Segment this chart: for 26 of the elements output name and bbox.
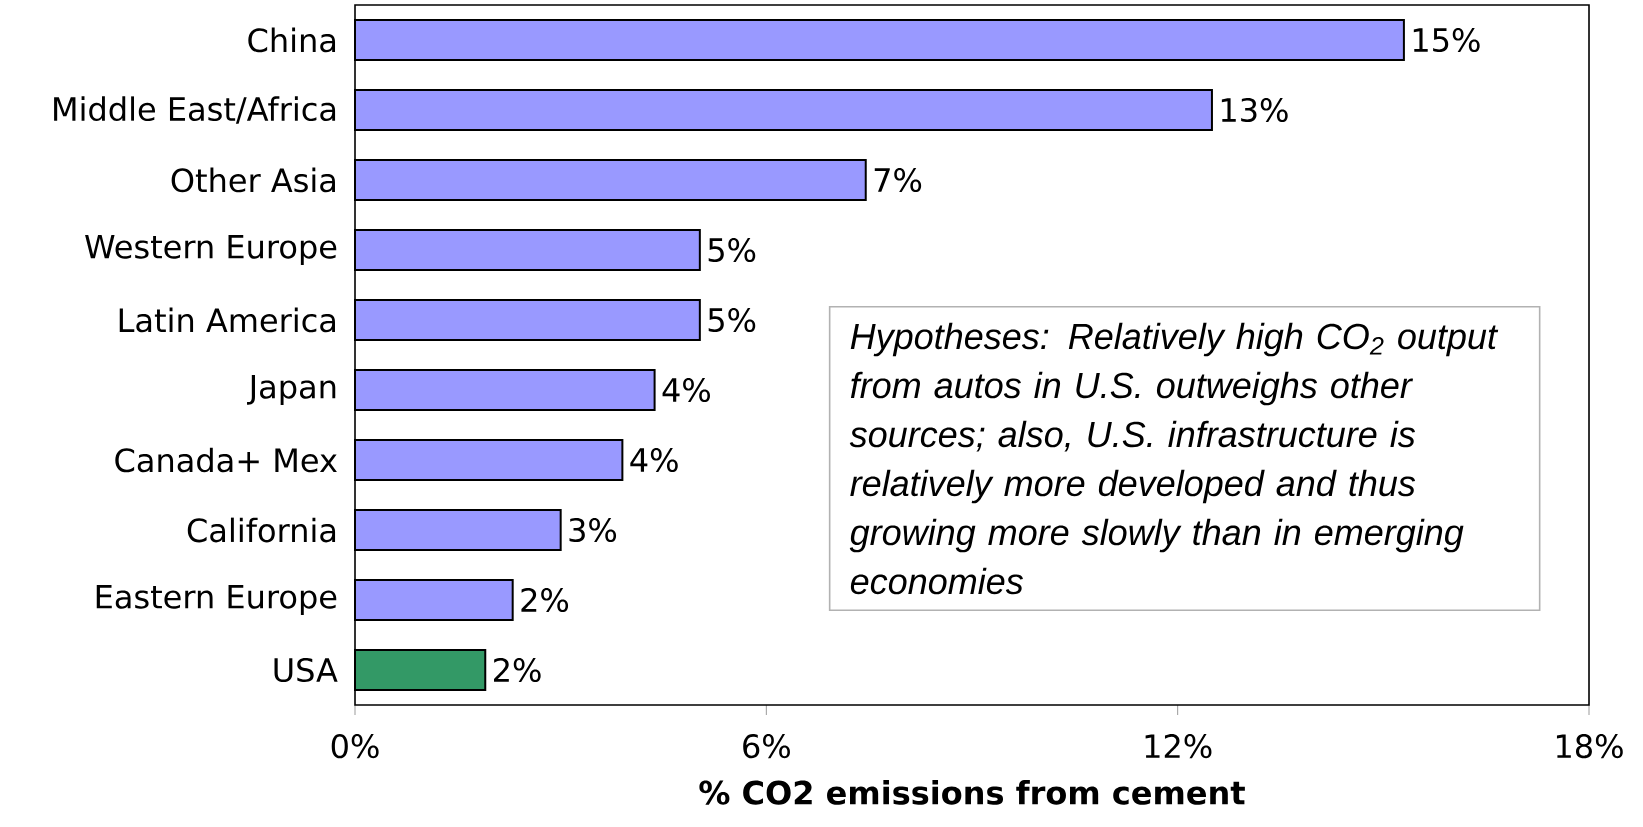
x-tick-label: 12% bbox=[1145, 734, 1212, 759]
y-tick-label: China bbox=[248, 27, 336, 53]
data-label: 2% bbox=[494, 657, 541, 683]
annotation: Hypotheses: Relatively high CO$_{2}$ output from autos in U.S. outweighs other sources; also, U.S. infrastructure is relatively more developed and thus growing more slowly than in emerging economies bbox=[849, 322, 1499, 595]
data-label: 13% bbox=[1221, 97, 1288, 123]
x-tick-label: 18% bbox=[1556, 734, 1623, 759]
y-tick-label: Eastern Europe bbox=[96, 585, 337, 615]
y-tick-label: California bbox=[187, 517, 336, 543]
y-tick-label: Western Europe bbox=[85, 235, 337, 265]
data-label: 2% bbox=[521, 587, 569, 613]
x-tick-label: 0% bbox=[331, 734, 379, 759]
data-label: 5% bbox=[708, 307, 756, 333]
y-tick-label: Japan bbox=[247, 375, 336, 405]
data-label: 15% bbox=[1413, 27, 1480, 53]
data-label: 3% bbox=[569, 517, 617, 543]
y-tick-label: USA bbox=[274, 657, 338, 683]
y-tick-label: Canada+ Mex bbox=[115, 447, 337, 473]
y-tick-label: Latin America bbox=[119, 307, 335, 333]
y-tick-label: Middle East/Africa bbox=[54, 96, 336, 124]
data-label: 4% bbox=[630, 447, 678, 473]
data-label: 4% bbox=[662, 377, 710, 403]
data-label: 5% bbox=[708, 237, 756, 263]
data-label: 7% bbox=[874, 167, 922, 193]
y-tick-label: Other Asia bbox=[171, 167, 335, 193]
x-axis-title: % CO2 emissions from cement bbox=[699, 780, 1245, 805]
x-tick-label: 6% bbox=[743, 734, 790, 759]
